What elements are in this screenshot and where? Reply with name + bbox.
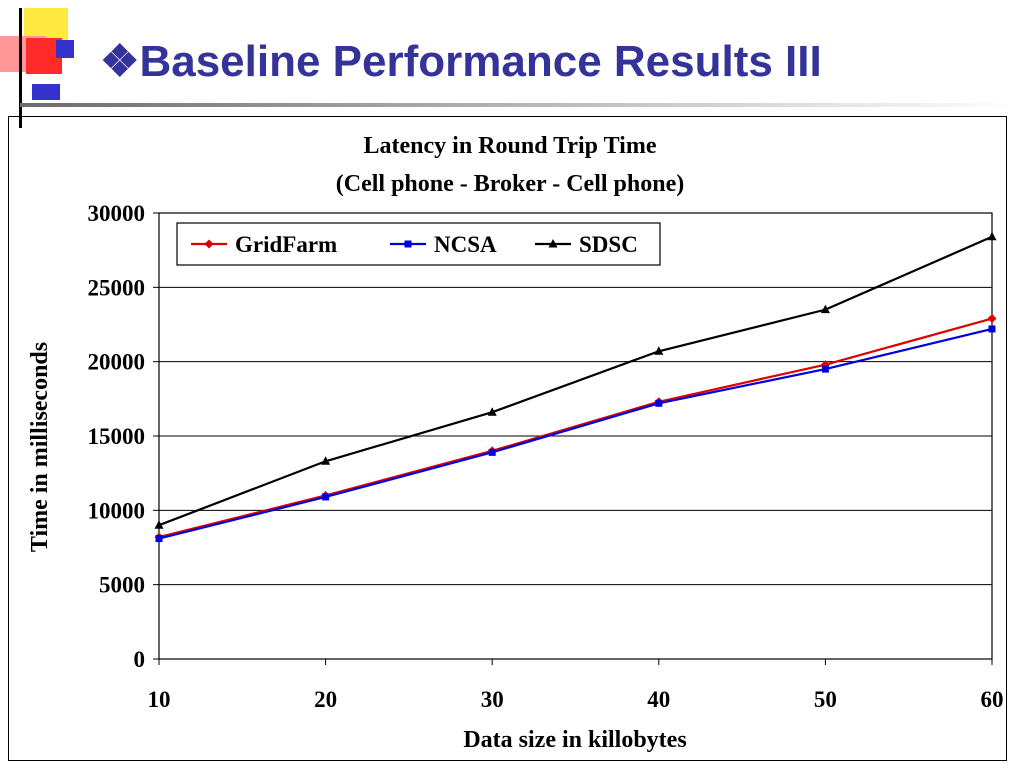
data-point-ncsa [655,399,663,407]
data-point-sdsc [820,304,830,314]
x-tick-label: 10 [148,687,171,712]
y-tick-label: 25000 [88,275,146,300]
series-line-sdsc [158,235,993,527]
diamond-bullet-icon: ❖ [100,37,140,86]
data-point-ncsa [988,325,996,333]
legend-label-ncsa: NCSA [434,232,497,257]
x-tick-label: 60 [981,687,1004,712]
latency-chart: Latency in Round Trip Time (Cell phone -… [27,133,1004,753]
y-tick-label: 20000 [88,350,146,375]
x-tick-label: 40 [647,687,670,712]
data-point-sdsc [154,520,164,529]
y-tick-label: 5000 [99,573,145,598]
slide-title: ❖Baseline Performance Results III [100,34,822,90]
data-point-ncsa [488,448,496,456]
data-point-ncsa [821,365,829,373]
x-tick-label: 30 [481,687,504,712]
data-point-sdsc [987,231,997,241]
data-point-sdsc [321,456,331,465]
y-tick-label: 15000 [88,424,146,449]
legend-label-gridfarm: GridFarm [235,232,337,257]
slide-title-text: Baseline Performance Results III [139,37,822,86]
data-point-ncsa [322,493,330,501]
logo-blue-block-top [56,40,74,58]
legend-marker-ncsa [404,240,412,248]
series-line-ncsa [158,327,993,540]
legend-marker-sdsc [548,239,558,248]
data-point-gridfarm [987,314,997,324]
chart-subtitle: (Cell phone - Broker - Cell phone) [336,171,684,197]
chart-title: Latency in Round Trip Time [364,133,657,159]
series-line-gridfarm [158,317,993,539]
y-tick-label: 30000 [88,201,146,226]
data-point-ncsa [155,535,163,543]
legend-label-sdsc: SDSC [579,232,638,257]
data-point-sdsc [487,407,497,416]
title-underline [20,103,1020,107]
logo-vertical-line [19,8,22,128]
chart-frame: Latency in Round Trip Time (Cell phone -… [8,116,1007,761]
x-tick-label: 50 [814,687,837,712]
data-point-sdsc [654,346,664,355]
data-point-gridfarm [820,360,830,370]
y-tick-label: 10000 [88,498,146,523]
y-tick-label: 0 [134,647,146,672]
x-tick-label: 20 [314,687,337,712]
logo-blue-block-bottom [32,84,60,100]
y-axis-label: Time in milliseconds [27,342,53,552]
x-axis-label: Data size in killobytes [463,727,686,753]
legend-marker-gridfarm [204,239,214,249]
